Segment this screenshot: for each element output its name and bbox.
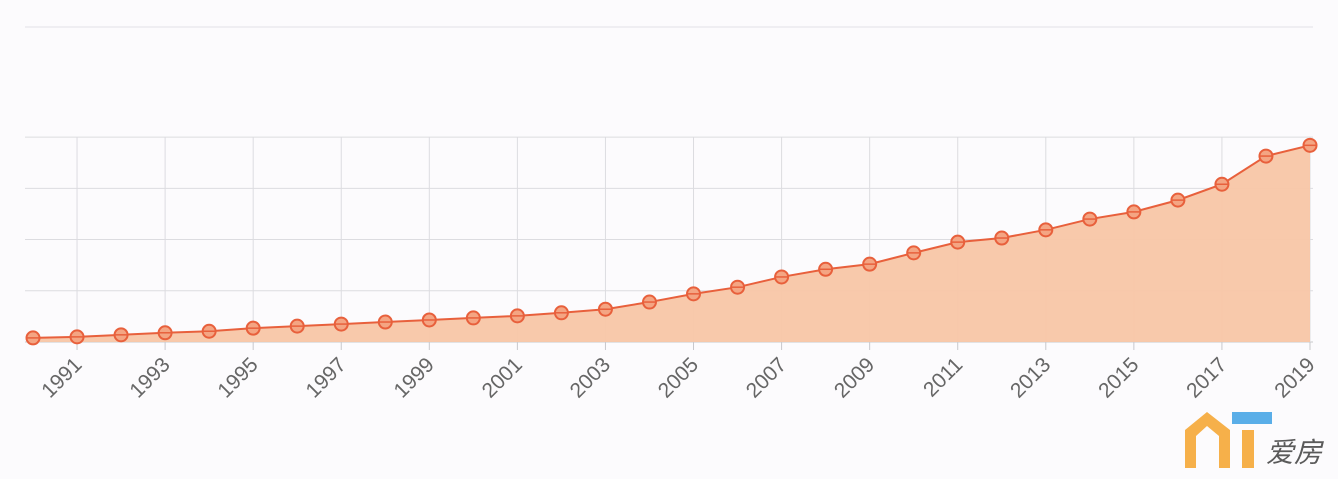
area-fill bbox=[33, 145, 1310, 342]
watermark: 爱房 bbox=[1266, 437, 1324, 468]
x-tick-label: 2019 bbox=[1270, 353, 1319, 402]
x-tick-label: 1993 bbox=[125, 353, 174, 402]
logo-post bbox=[1242, 430, 1254, 468]
x-tick-label: 2015 bbox=[1094, 353, 1143, 402]
x-tick-label: 1997 bbox=[301, 353, 350, 402]
x-tick-label: 2007 bbox=[742, 353, 791, 402]
x-tick-label: 2011 bbox=[919, 353, 967, 401]
x-tick-label: 1995 bbox=[213, 353, 262, 402]
x-tick-label: 1991 bbox=[37, 353, 86, 402]
logo-bar bbox=[1232, 412, 1272, 424]
x-tick-label: 2005 bbox=[654, 353, 703, 402]
logo-house bbox=[1185, 412, 1230, 468]
x-tick-label: 2009 bbox=[830, 353, 879, 402]
x-tick-label: 2001 bbox=[478, 353, 527, 402]
logo: 爱房 bbox=[1185, 412, 1324, 468]
x-tick-label: 1999 bbox=[390, 353, 439, 402]
x-tick-label: 2003 bbox=[566, 353, 615, 402]
x-tick-label: 2013 bbox=[1006, 353, 1055, 402]
x-tick-label: 2017 bbox=[1182, 353, 1231, 402]
